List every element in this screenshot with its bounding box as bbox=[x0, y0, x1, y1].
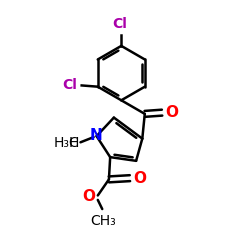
Text: O: O bbox=[133, 171, 146, 186]
Text: CH₃: CH₃ bbox=[90, 214, 116, 228]
Text: H: H bbox=[69, 136, 79, 150]
Text: O: O bbox=[165, 105, 178, 120]
Text: N: N bbox=[90, 128, 102, 143]
Text: O: O bbox=[82, 189, 95, 204]
Text: H₃C: H₃C bbox=[54, 136, 79, 150]
Text: Cl: Cl bbox=[112, 17, 128, 31]
Text: Cl: Cl bbox=[62, 78, 77, 92]
